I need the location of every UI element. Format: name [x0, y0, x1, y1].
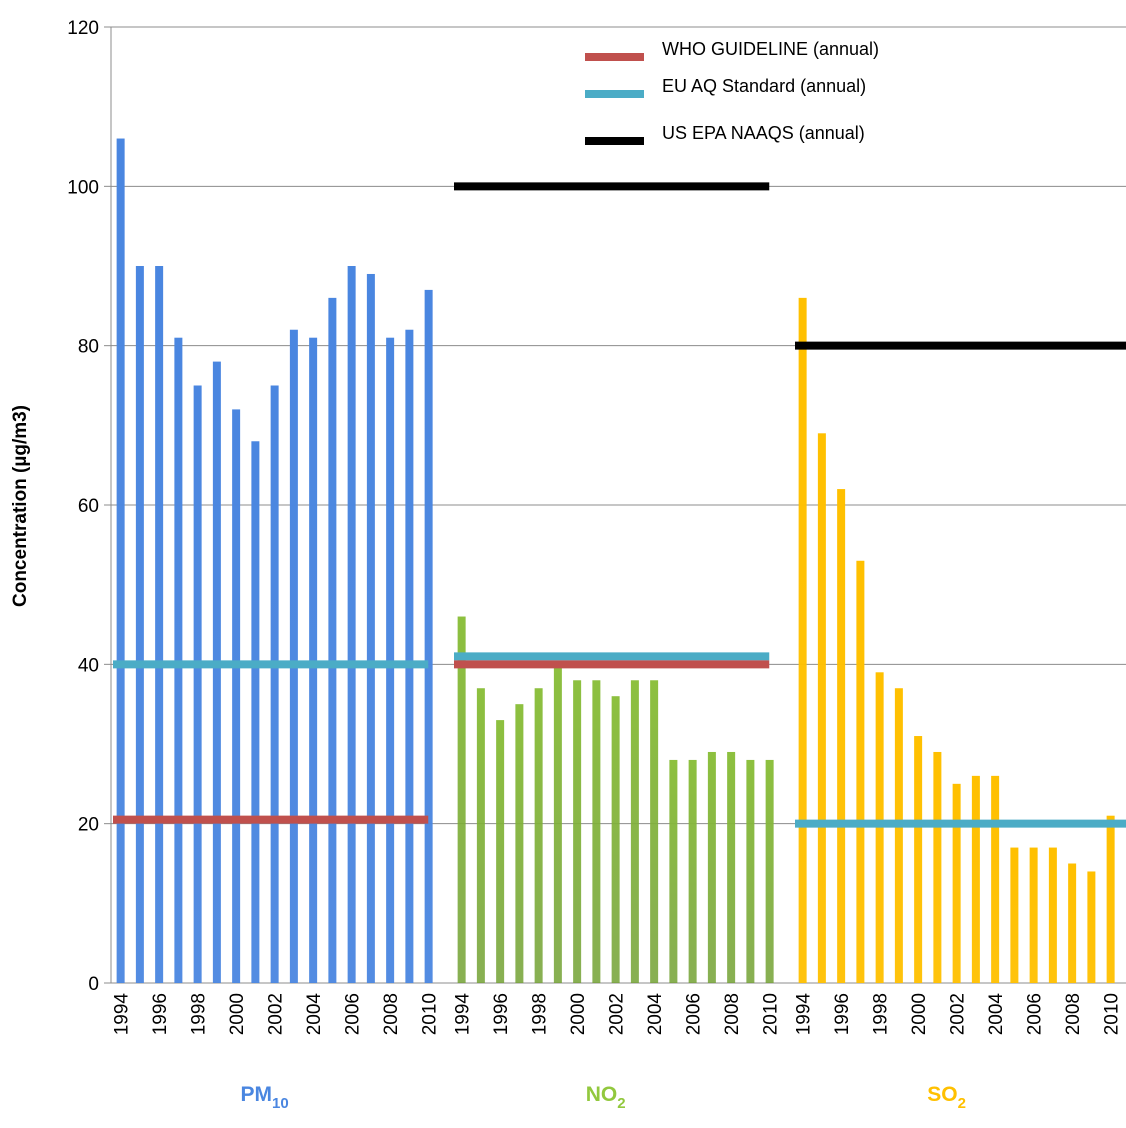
bar-so2-2009 — [1087, 871, 1096, 983]
bar-no2-2006 — [688, 759, 697, 983]
bar-so2-2002 — [952, 783, 961, 983]
bar-no2-2003 — [630, 680, 639, 983]
bar-no2-1995 — [476, 688, 485, 983]
x-tick-label-pm10-2008: 2008 — [381, 993, 402, 1035]
x-tick-label-so2-2010: 2010 — [1102, 993, 1123, 1035]
bar-no2-1998 — [534, 688, 543, 983]
bar-pm10-2002 — [270, 385, 279, 983]
legend-label-0: WHO GUIDELINE (annual) — [662, 39, 879, 59]
pollutant-group-labels: PM10 NO2 SO2 — [241, 1083, 966, 1112]
legend-label-1: EU AQ Standard (annual) — [662, 76, 866, 96]
x-tick-label-so2-2002: 2002 — [948, 993, 969, 1035]
x-tick-label-so2-2006: 2006 — [1025, 993, 1046, 1035]
legend-label-2: US EPA NAAQS (annual) — [662, 123, 865, 143]
x-tick-label-no2-1994: 1994 — [453, 993, 474, 1036]
bar-no2-2008 — [727, 751, 736, 983]
x-tick-label-no2-2006: 2006 — [684, 993, 705, 1035]
x-tick-label-so2-1994: 1994 — [794, 993, 815, 1036]
bar-so2-2004 — [991, 775, 1000, 983]
bar-no2-1997 — [515, 704, 524, 983]
x-tick-label-so2-2004: 2004 — [986, 993, 1007, 1036]
x-tick-label-pm10-1994: 1994 — [112, 993, 133, 1036]
y-tick-label-80: 80 — [78, 337, 99, 358]
bar-no2-2007 — [707, 751, 716, 983]
bar-so2-2010 — [1106, 815, 1115, 983]
y-tick-label-60: 60 — [78, 496, 99, 517]
bar-no2-1996 — [496, 720, 505, 983]
x-tick-label-pm10-2000: 2000 — [227, 993, 248, 1035]
bar-so2-1994 — [798, 297, 807, 983]
bar-so2-2003 — [971, 775, 980, 983]
bar-pm10-1999 — [212, 361, 221, 984]
x-tick-label-no2-1996: 1996 — [491, 993, 512, 1035]
bar-no2-2010 — [765, 759, 774, 983]
y-tick-label-20: 20 — [78, 815, 99, 836]
bar-pm10-2005 — [328, 297, 337, 983]
bar-pm10-1996 — [155, 266, 164, 983]
x-tick-label-pm10-2004: 2004 — [304, 993, 325, 1036]
group-label-pm10: PM10 — [241, 1083, 289, 1112]
x-tick-label-so2-2000: 2000 — [909, 993, 930, 1035]
bar-no2-2009 — [746, 759, 755, 983]
y-tick-label-40: 40 — [78, 655, 99, 676]
bar-pm10-2010 — [424, 289, 433, 983]
x-tick-label-so2-1996: 1996 — [832, 993, 853, 1035]
bar-pm10-2000 — [232, 409, 241, 983]
x-tick-label-no2-2008: 2008 — [722, 993, 743, 1035]
bar-so2-2006 — [1029, 847, 1038, 983]
bar-so2-2000 — [914, 736, 923, 983]
reference-lines — [113, 182, 1126, 828]
bar-so2-2005 — [1010, 847, 1019, 983]
x-tick-label-no2-2000: 2000 — [568, 993, 589, 1035]
x-tick-label-pm10-2006: 2006 — [343, 993, 364, 1035]
bar-pm10-2009 — [405, 329, 414, 984]
x-tick-label-pm10-2002: 2002 — [266, 993, 287, 1035]
x-tick-label-pm10-2010: 2010 — [420, 993, 441, 1035]
bar-so2-2008 — [1068, 863, 1077, 983]
y-tick-label-120: 120 — [67, 18, 99, 39]
bar-pm10-2001 — [251, 441, 260, 983]
bar-pm10-1994 — [116, 138, 125, 983]
bar-no2-2000 — [573, 680, 582, 983]
bars — [116, 138, 1115, 984]
x-axis-tick-labels: 1994 1996 1998 2000 2002 2004 2006 2008 2010 1994… — [112, 993, 1123, 1036]
bar-no2-2004 — [650, 680, 659, 983]
bar-no2-2002 — [611, 696, 620, 983]
bar-so2-1997 — [856, 560, 865, 983]
x-tick-label-no2-1998: 1998 — [530, 993, 551, 1035]
y-tick-label-100: 100 — [67, 177, 99, 198]
bar-pm10-2007 — [366, 273, 375, 984]
y-axis: 0 20 40 60 80 100 120 — [67, 18, 112, 995]
x-tick-label-pm10-1996: 1996 — [150, 993, 171, 1035]
bar-pm10-1995 — [135, 266, 144, 983]
bar-pm10-2003 — [289, 329, 298, 984]
bar-so2-2001 — [933, 751, 942, 983]
y-tick-label-0: 0 — [88, 974, 99, 995]
bar-pm10-2006 — [347, 266, 356, 983]
legend: WHO GUIDELINE (annual) EU AQ Standard (an… — [585, 39, 879, 145]
bar-no2-1999 — [553, 664, 562, 983]
x-tick-label-no2-2004: 2004 — [645, 993, 666, 1036]
x-tick-label-pm10-1998: 1998 — [189, 993, 210, 1035]
bar-so2-1996 — [837, 489, 846, 983]
bar-no2-2005 — [669, 759, 678, 983]
bar-no2-1994 — [457, 616, 466, 983]
x-tick-label-so2-2008: 2008 — [1063, 993, 1084, 1035]
group-label-so2: SO2 — [927, 1083, 966, 1112]
group-label-no2: NO2 — [586, 1083, 626, 1112]
bar-so2-1999 — [894, 688, 903, 983]
x-tick-label-no2-2002: 2002 — [607, 993, 628, 1035]
bar-so2-2007 — [1048, 847, 1057, 983]
y-axis-label: Concentration (µg/m3) — [10, 405, 31, 607]
bar-no2-2001 — [592, 680, 601, 983]
x-tick-label-so2-1998: 1998 — [871, 993, 892, 1035]
x-tick-label-no2-2010: 2010 — [761, 993, 782, 1035]
bar-so2-1995 — [817, 433, 826, 983]
bar-pm10-1998 — [193, 385, 202, 983]
